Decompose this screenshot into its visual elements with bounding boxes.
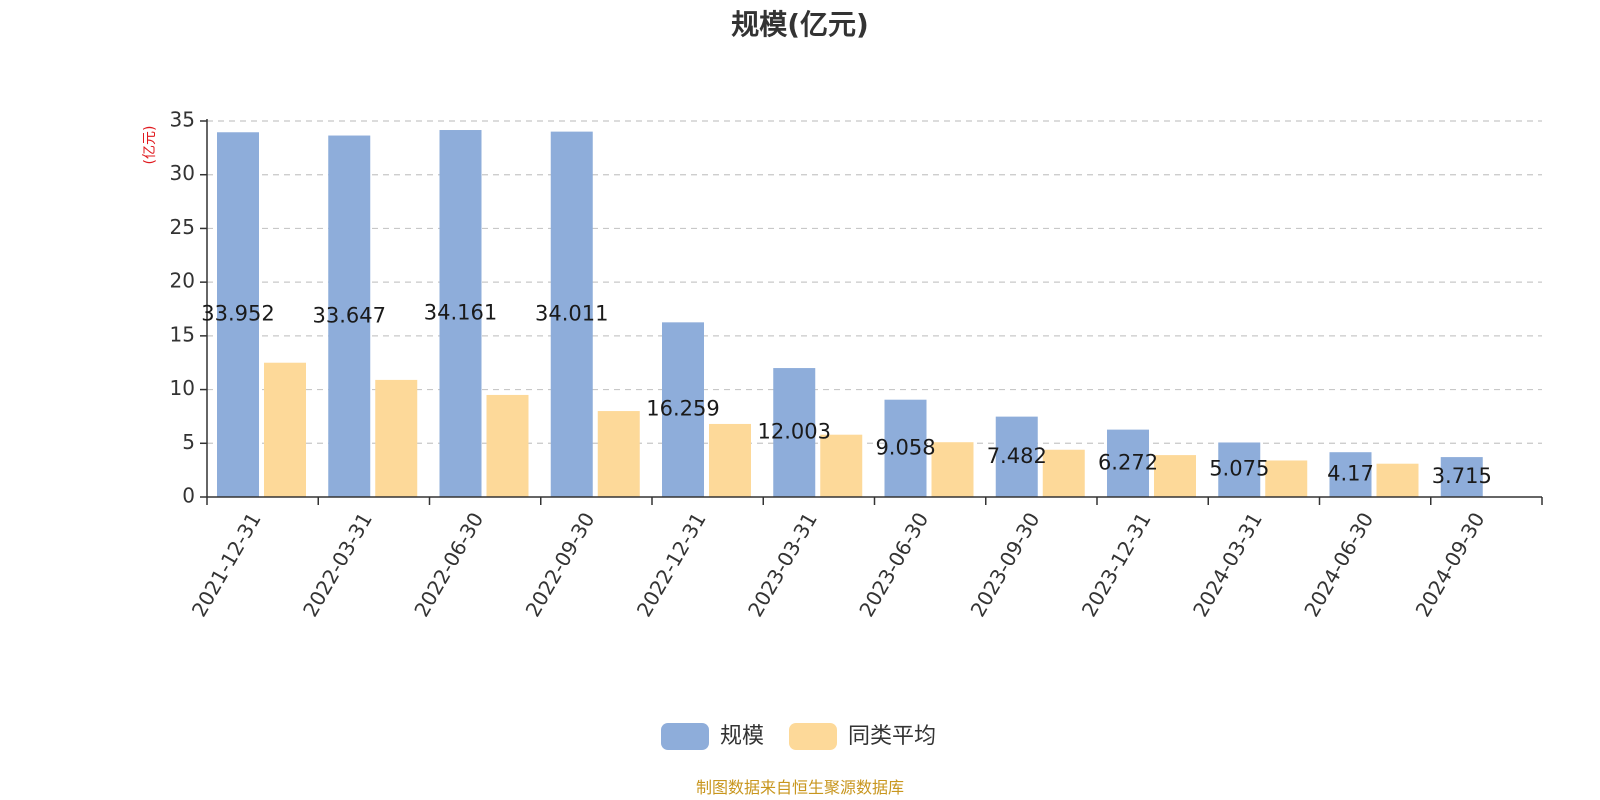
x-tick-label: 2022-09-30 — [521, 508, 600, 621]
bar-scale[interactable] — [1329, 452, 1372, 497]
bar-peer-average[interactable] — [375, 379, 418, 497]
bar-scale[interactable] — [1107, 429, 1149, 497]
y-tick-labels: 0 5 10 15 20 25 30 35 — [170, 108, 195, 508]
bar-scale[interactable] — [662, 322, 704, 497]
legend-swatch[interactable] — [661, 723, 709, 750]
bar-peer-average[interactable] — [1154, 455, 1196, 497]
x-tick-label: 2024-06-30 — [1299, 508, 1378, 621]
data-label: 33.647 — [313, 303, 386, 327]
bar-peer-average[interactable] — [1376, 463, 1419, 497]
y-tick-label: 0 — [182, 484, 195, 508]
y-tick-label: 35 — [170, 108, 195, 132]
data-label: 33.952 — [201, 302, 274, 326]
data-label: 34.011 — [535, 301, 608, 325]
data-label: 6.272 — [1098, 450, 1158, 474]
data-label: 4.17 — [1327, 462, 1374, 486]
x-tick-label: 2022-03-31 — [298, 508, 377, 621]
bar-peer-average[interactable] — [820, 434, 863, 497]
axes-group — [200, 119, 1543, 505]
bar-peer-average[interactable] — [931, 442, 974, 497]
bar-scale[interactable] — [1218, 442, 1261, 497]
bar-peer-average[interactable] — [709, 423, 751, 497]
bar-scale[interactable] — [550, 131, 593, 497]
data-label: 5.075 — [1209, 457, 1269, 481]
x-tick-label: 2023-12-31 — [1077, 508, 1156, 621]
bar-scale[interactable] — [217, 132, 259, 497]
y-tick-label: 20 — [170, 269, 195, 293]
grid-lines — [207, 120, 1542, 444]
y-tick-label: 15 — [170, 322, 195, 346]
data-label: 3.715 — [1432, 464, 1492, 488]
bar-scale[interactable] — [328, 135, 371, 497]
x-tick-label: 2023-03-31 — [743, 508, 822, 621]
x-tick-label: 2021-12-31 — [187, 508, 266, 621]
y-tick-label: 5 — [182, 430, 195, 454]
y-tick-label: 25 — [170, 215, 195, 239]
bar-peer-average[interactable] — [597, 411, 640, 497]
x-tick-label: 2022-06-30 — [409, 508, 488, 621]
bar-peer-average[interactable] — [486, 394, 529, 497]
data-label: 12.003 — [758, 420, 831, 444]
bar-scale[interactable] — [1440, 457, 1483, 497]
y-tick-label: 30 — [170, 161, 195, 185]
legend-swatch[interactable] — [789, 723, 837, 750]
legend[interactable]: 规模 同类平均 — [661, 723, 936, 750]
y-axis-unit-label: (亿元) — [142, 126, 158, 165]
legend-label[interactable]: 同类平均 — [848, 724, 936, 749]
data-label: 16.259 — [646, 397, 719, 421]
bar-scale[interactable] — [995, 416, 1038, 497]
x-tick-label: 2023-06-30 — [854, 508, 933, 621]
bars-group — [217, 130, 1483, 498]
bar-peer-average[interactable] — [1042, 449, 1085, 497]
source-note: 制图数据来自恒生聚源数据库 — [696, 778, 904, 797]
legend-label[interactable]: 规模 — [720, 724, 764, 749]
x-tick-labels: 2021-12-31 2022-03-31 2022-06-30 2022-09-30… — [187, 508, 1490, 621]
bar-scale[interactable] — [773, 368, 816, 497]
y-tick-label: 10 — [170, 376, 195, 400]
data-label: 9.058 — [875, 435, 935, 459]
data-labels: 33.952 33.647 34.161 34.011 16.259 12.003 9.05… — [201, 301, 1492, 489]
x-tick-label: 2024-09-30 — [1411, 508, 1490, 621]
data-label: 7.482 — [987, 444, 1047, 468]
x-tick-label: 2024-03-31 — [1188, 508, 1267, 621]
bar-scale[interactable] — [439, 130, 482, 498]
bar-peer-average[interactable] — [1265, 460, 1308, 497]
data-label: 34.161 — [424, 301, 497, 325]
chart-title: 规模(亿元) — [731, 8, 869, 41]
x-tick-label: 2022-12-31 — [632, 508, 711, 621]
bar-scale[interactable] — [884, 399, 927, 497]
x-tick-label: 2023-09-30 — [966, 508, 1045, 621]
bar-peer-average[interactable] — [264, 362, 306, 497]
